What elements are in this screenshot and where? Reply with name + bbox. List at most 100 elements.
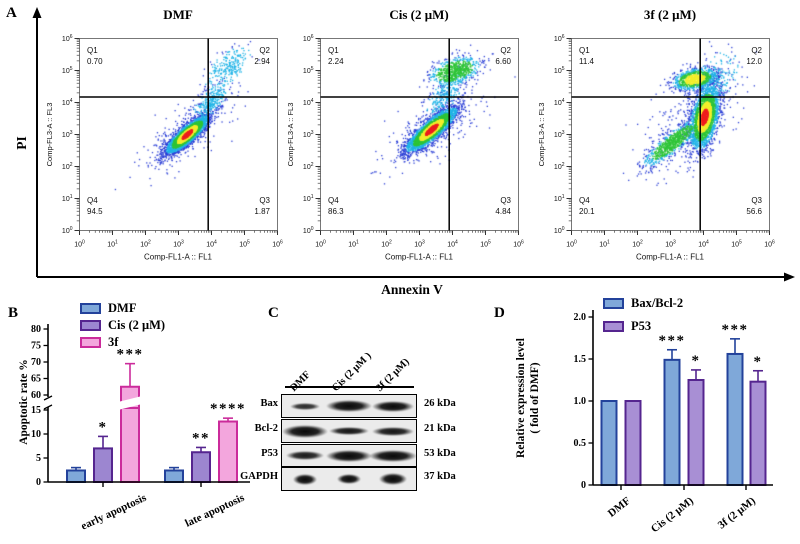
panel-c-label: C (268, 305, 279, 321)
y-tick-label: 106 (62, 34, 73, 43)
quadrant-q2-label: Q2 (259, 46, 270, 55)
quadrant-q3-value: 56.6 (746, 207, 762, 216)
y-tick-label: 101 (554, 194, 565, 203)
d-bar (687, 379, 705, 486)
x-tick-label: 103 (665, 240, 676, 249)
legend-label-bax-bcl2: Bax/Bcl-2 (631, 296, 684, 310)
flow-plot-3f-points (572, 39, 769, 229)
pi-axis-label: PI (14, 136, 29, 150)
flow-plot-frame (79, 38, 278, 231)
x-tick-label: 101 (107, 240, 118, 249)
x-tick-label: 105 (480, 240, 491, 249)
blot-band (337, 474, 361, 484)
y-tick-label: 104 (62, 98, 73, 107)
blot-band (290, 402, 320, 410)
d-bar (624, 400, 642, 486)
legend-label-3f: 3f (108, 335, 119, 349)
quadrant-q4-value: 94.5 (87, 207, 103, 216)
blot-kda-p53: 53 kDa (424, 448, 456, 459)
y-tick-label: 106 (303, 34, 314, 43)
panel-d-ylabel-line1: Relative expression level (515, 338, 527, 458)
d-category-label: DMF (606, 495, 633, 520)
quadrant-q3-value: 1.87 (254, 207, 270, 216)
b-y-tick-label: 80 (31, 324, 41, 335)
b-significance: *** (117, 347, 144, 363)
blot-band (282, 424, 328, 438)
quadrant-q3-label: Q3 (259, 196, 270, 205)
blot-band (379, 473, 407, 485)
d-y-tick-label: 1.0 (574, 396, 587, 407)
x-tick-label: 100 (74, 240, 85, 249)
legend-label-cis: Cis (2 μM) (108, 318, 166, 332)
blot-band (372, 426, 414, 436)
annexin-axis-arrowhead (784, 272, 795, 282)
quadrant-q4-label: Q4 (87, 196, 98, 205)
y-tick-label: 103 (303, 130, 314, 139)
x-tick-label: 104 (698, 240, 709, 249)
quadrant-q4-value: 86.3 (328, 207, 344, 216)
flow-ylabel: Comp-FL3-A :: FL3 (286, 103, 295, 167)
b-y-tick-label: 10 (31, 429, 41, 440)
y-tick-label: 102 (554, 162, 565, 171)
quadrant-q4-value: 20.1 (579, 207, 595, 216)
quadrant-q1-label: Q1 (328, 46, 339, 55)
b-y-tick-label: 60 (31, 390, 41, 401)
legend-swatch-bax-bcl2 (603, 297, 624, 309)
blot-band (293, 473, 317, 485)
pi-axis-arrowhead (32, 7, 42, 18)
y-tick-label: 105 (62, 66, 73, 75)
blot-header-rule (285, 386, 414, 388)
panel-d-ylabel: Relative expression level ( fold of DMF) (514, 308, 542, 488)
d-bar (726, 352, 744, 486)
d-significance: * (754, 354, 763, 370)
y-tick-label: 104 (303, 98, 314, 107)
flow-xlabel: Comp-FL1-A :: FL1 (385, 253, 454, 262)
b-y-tick-label: 5 (36, 453, 41, 464)
y-tick-label: 101 (62, 194, 73, 203)
b-significance: * (99, 419, 108, 435)
d-y-tick-label: 0.5 (574, 438, 587, 449)
quadrant-q3-label: Q3 (500, 196, 511, 205)
x-tick-label: 102 (140, 240, 151, 249)
quadrant-q2-value: 2.94 (254, 57, 270, 66)
d-category-label: 3f (2 μM) (716, 495, 758, 532)
b-bar (164, 469, 184, 484)
y-tick-label: 106 (554, 34, 565, 43)
d-bar (600, 400, 618, 486)
x-tick-label: 106 (272, 240, 283, 249)
b-significance: **** (210, 401, 246, 417)
blot-band (326, 400, 372, 412)
quadrant-q2-label: Q2 (500, 46, 511, 55)
flow-ylabel: Comp-FL3-A :: FL3 (537, 103, 546, 167)
y-tick-label: 104 (554, 98, 565, 107)
x-tick-label: 103 (173, 240, 184, 249)
quadrant-q2-label: Q2 (751, 46, 762, 55)
y-tick-label: 102 (62, 162, 73, 171)
blot-kda-gapdh: 37 kDa (424, 471, 456, 482)
d-bar (663, 358, 681, 486)
blot-box-p53 (281, 444, 417, 467)
legend-swatch-3f (80, 336, 101, 348)
x-tick-label: 100 (566, 240, 577, 249)
y-tick-label: 105 (303, 66, 314, 75)
quadrant-q4-label: Q4 (328, 196, 339, 205)
legend-label-dmf: DMF (108, 301, 137, 315)
x-tick-label: 106 (513, 240, 524, 249)
legend-item-bax-bcl2: Bax/Bcl-2 (603, 297, 683, 309)
flow-plot-cis-points (321, 39, 518, 229)
flow-xlabel: Comp-FL1-A :: FL1 (144, 253, 213, 262)
flow-plot-frame (571, 38, 770, 231)
legend-item-cis: Cis (2 μM) (80, 319, 165, 331)
panel-d-ylabel-line2: ( fold of DMF) (529, 362, 541, 434)
quadrant-q1-value: 2.24 (328, 57, 344, 66)
quadrant-q1-value: 11.4 (579, 57, 595, 66)
blot-box-gapdh (281, 467, 417, 491)
legend-item-p53: P53 (603, 320, 683, 332)
blot-box-bcl-2 (281, 419, 417, 443)
x-tick-label: 102 (381, 240, 392, 249)
quadrant-q3-value: 4.84 (495, 207, 511, 216)
flow-plot-frame (320, 38, 519, 231)
x-tick-label: 101 (599, 240, 610, 249)
b-significance: ** (192, 430, 210, 446)
